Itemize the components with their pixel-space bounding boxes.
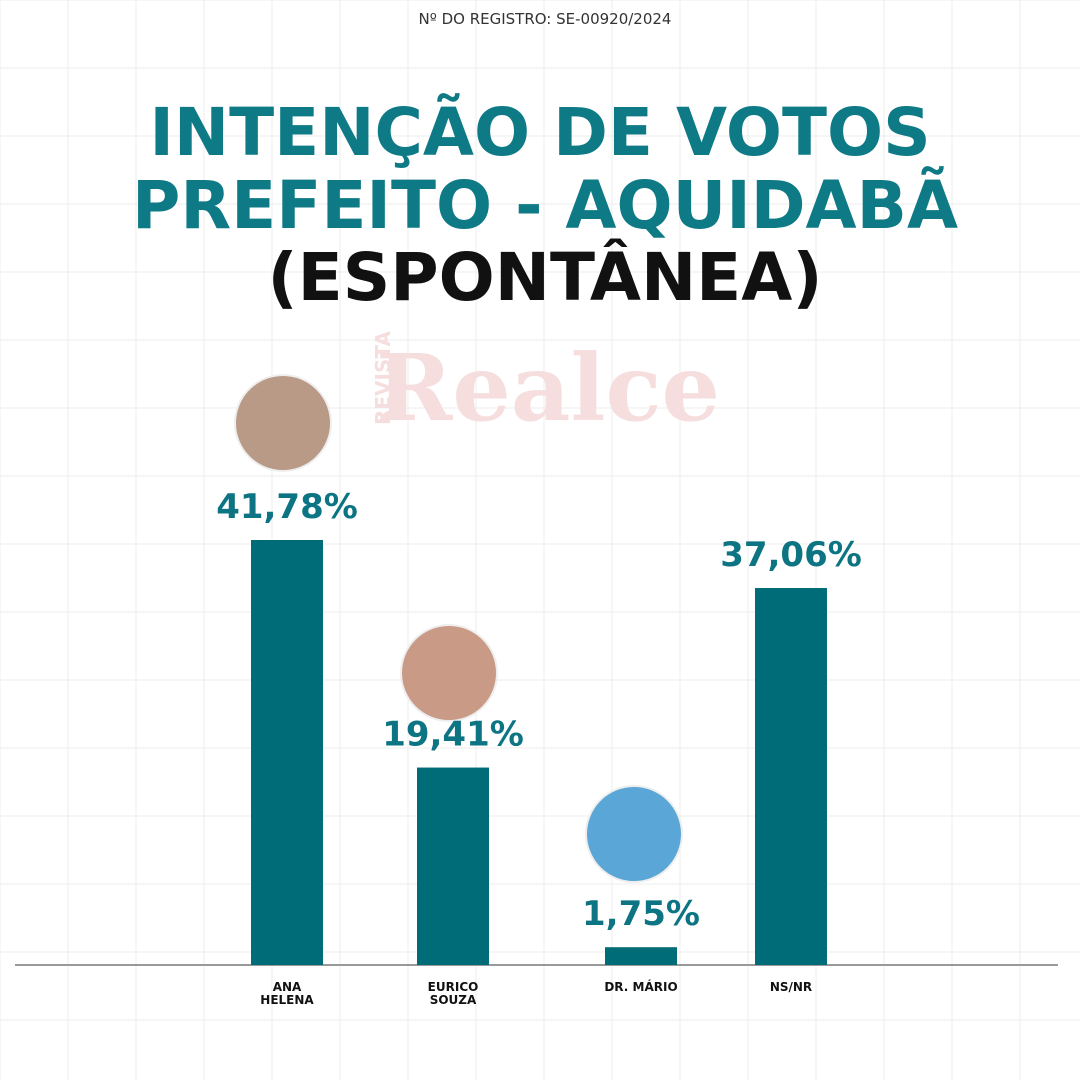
bar [605,947,677,965]
watermark-small: REVISTA [371,331,395,425]
x-tick-label: EURICO SOUZA [428,980,479,1007]
candidate-photo [234,374,332,472]
value-label: 1,75% [582,894,700,934]
bar [251,540,323,965]
value-label: 41,78% [216,487,358,527]
bar [417,767,489,965]
candidate-photo [400,624,498,722]
watermark: Realce [376,334,720,442]
candidate-photo [585,785,683,883]
bar [755,588,827,965]
value-label: 37,06% [720,535,862,575]
x-tick-label: ANA HELENA [260,980,314,1007]
x-tick-label: NS/NR [770,980,812,994]
x-tick-label: DR. MÁRIO [604,979,677,994]
chart-title: INTENÇÃO DE VOTOS [149,93,930,171]
chart-title: (ESPONTÂNEA) [267,238,822,316]
chart-title: PREFEITO - AQUIDABÃ [132,166,958,244]
registration: Nº DO REGISTRO: SE-00920/2024 [419,10,672,28]
value-label: 19,41% [382,715,524,755]
